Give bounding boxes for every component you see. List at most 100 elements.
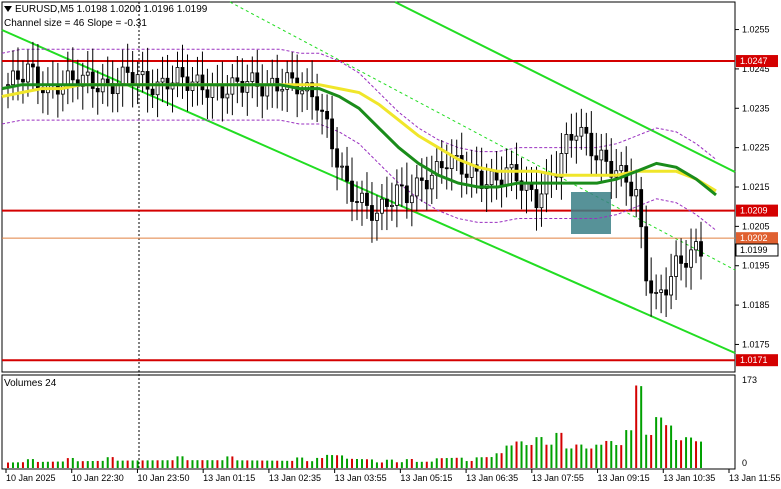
candle-body <box>105 78 110 84</box>
candle-body <box>664 289 669 296</box>
candle-body <box>155 81 160 96</box>
candle-body <box>290 72 295 79</box>
candle-body <box>365 192 369 206</box>
candle-body <box>360 192 364 203</box>
caret-down-icon <box>4 6 12 13</box>
price-tag <box>735 243 779 257</box>
x-tick-label: 13 Jan 09:15 <box>598 473 650 483</box>
candle-body <box>120 66 125 85</box>
candle-body <box>85 71 90 76</box>
candle-body <box>385 198 389 207</box>
envelope-lower <box>1 119 717 231</box>
candle-body <box>90 71 95 89</box>
candle-body <box>674 255 678 277</box>
price-tag <box>736 204 778 217</box>
indicator-info: Channel size = 46 Slope = -0.31 <box>4 18 147 29</box>
y-tick-label: 1.0225 <box>742 143 770 153</box>
y-tick-label: 1.0195 <box>742 261 770 271</box>
candle-body <box>250 72 255 82</box>
candle-body <box>689 249 693 268</box>
candle-body <box>235 77 240 82</box>
candle-body <box>419 177 424 181</box>
candle-body <box>649 280 654 294</box>
candle-body <box>180 67 185 78</box>
candle-body <box>679 255 683 264</box>
x-tick-label: 10 Jan 2025 <box>6 473 56 483</box>
candle-body <box>135 74 140 86</box>
y-tick-label: 1.0245 <box>742 64 770 74</box>
x-tick-label: 13 Jan 07:55 <box>532 473 584 483</box>
candle-body <box>574 135 579 141</box>
candle-body <box>619 165 624 172</box>
y-tick-label: 1.0185 <box>742 300 770 310</box>
candle-body <box>305 82 310 92</box>
channel-lower-line <box>1 29 736 354</box>
candle-body <box>6 84 10 87</box>
y-tick-label: 1.0255 <box>742 25 770 35</box>
price-tag-label: 1.0209 <box>740 206 768 216</box>
x-tick-label: 13 Jan 03:55 <box>335 473 387 483</box>
candle-body <box>464 173 469 178</box>
signal-box <box>571 192 611 234</box>
candle-body <box>335 148 339 168</box>
price-tag <box>736 55 778 68</box>
candle-body <box>634 189 639 197</box>
candle-body <box>255 72 260 87</box>
candle-body <box>240 80 245 93</box>
x-tick-label: 13 Jan 05:15 <box>400 473 452 483</box>
candle-body <box>594 155 599 161</box>
y-tick-label: 1.0215 <box>742 182 770 192</box>
candle-body <box>95 88 100 93</box>
candle-body <box>380 198 384 214</box>
candle-body <box>519 180 524 191</box>
ma-slow-line <box>1 83 717 193</box>
volume-panel-frame <box>1 374 736 470</box>
candle-body <box>654 292 659 294</box>
candle-body <box>429 174 434 190</box>
volume-scale-max: 173 <box>742 375 757 385</box>
candle-body <box>409 195 414 204</box>
candle-body <box>315 96 320 111</box>
candle-body <box>559 153 564 178</box>
candle-body <box>36 66 40 89</box>
candle-body <box>489 170 494 186</box>
candle-body <box>569 134 574 141</box>
x-tick-label: 13 Jan 11:55 <box>729 473 780 483</box>
candle-body <box>355 201 359 203</box>
volume-panel-label: Volumes 24 <box>4 378 57 389</box>
candle-body <box>459 155 464 175</box>
candle-body <box>330 118 334 150</box>
candle-body <box>375 212 379 221</box>
candle-body <box>699 241 703 257</box>
candle-body <box>31 63 35 68</box>
x-tick-label: 13 Jan 01:15 <box>203 473 255 483</box>
price-tag-label: 1.0202 <box>740 233 768 243</box>
candle-body <box>659 289 664 293</box>
candle-body <box>16 70 20 80</box>
candle-body <box>370 205 374 221</box>
candle-body <box>414 177 419 197</box>
candle-body <box>599 149 604 161</box>
candle-body <box>80 74 85 87</box>
candle-body <box>65 70 70 85</box>
x-tick-label: 10 Jan 22:30 <box>72 473 124 483</box>
candle-body <box>444 167 449 170</box>
candle-body <box>584 126 589 134</box>
candle-body <box>509 164 514 169</box>
candle-body <box>639 189 644 228</box>
candle-body <box>340 165 344 168</box>
candle-body <box>260 85 265 97</box>
candle-body <box>694 241 698 251</box>
candle-body <box>345 165 349 182</box>
symbol-header: EURUSD,M5 1.0198 1.0200 1.0196 1.0199 <box>4 4 207 15</box>
candle-body <box>150 88 155 96</box>
candle-body <box>350 180 354 202</box>
candle-body <box>579 126 584 137</box>
y-tick-label: 1.0235 <box>742 103 770 113</box>
candle-body <box>210 84 215 98</box>
candle-body <box>225 93 230 99</box>
candle-body <box>684 262 688 268</box>
candle-body <box>195 74 200 83</box>
price-tag-label: 1.0199 <box>740 245 768 255</box>
